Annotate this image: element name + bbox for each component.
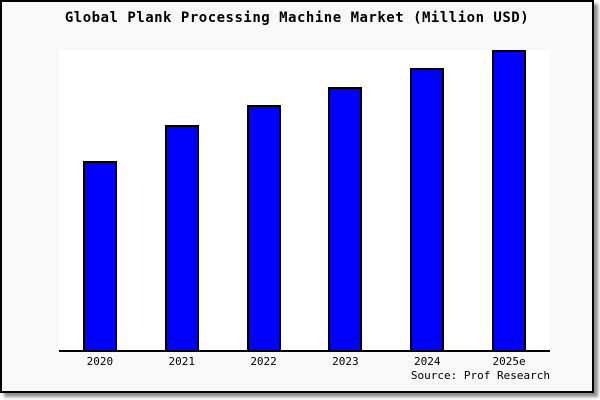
bar-2021 — [164, 125, 199, 350]
bars-container — [59, 50, 550, 350]
bar-2025e — [492, 50, 527, 350]
bar-slot — [468, 50, 550, 350]
x-tick-label-2023: 2023 — [332, 355, 359, 368]
bar-slot — [223, 50, 305, 350]
chart-card: Global Plank Processing Machine Market (… — [0, 0, 594, 393]
bar-2022 — [246, 104, 281, 350]
bar-slot — [304, 50, 386, 350]
x-tick-label-2024: 2024 — [413, 355, 441, 368]
x-tick-label-2022: 2022 — [250, 355, 277, 368]
plot-area — [59, 50, 550, 352]
bar-slot — [141, 50, 223, 350]
bar-slot — [59, 50, 141, 350]
x-tick-label-2025e: 2025e — [492, 355, 526, 368]
bar-slot — [386, 50, 468, 350]
bar-2023 — [328, 86, 363, 350]
bar-2024 — [410, 68, 445, 350]
x-axis-labels: 2020 2021 2022 2023 2024 2025e — [59, 355, 550, 368]
x-tick-label-2020: 2020 — [86, 355, 114, 368]
chart-title: Global Plank Processing Machine Market (… — [64, 10, 530, 26]
bar-2020 — [82, 161, 117, 350]
x-tick-label-2021: 2021 — [168, 355, 195, 368]
source-text: Source: Prof Research — [410, 369, 550, 382]
